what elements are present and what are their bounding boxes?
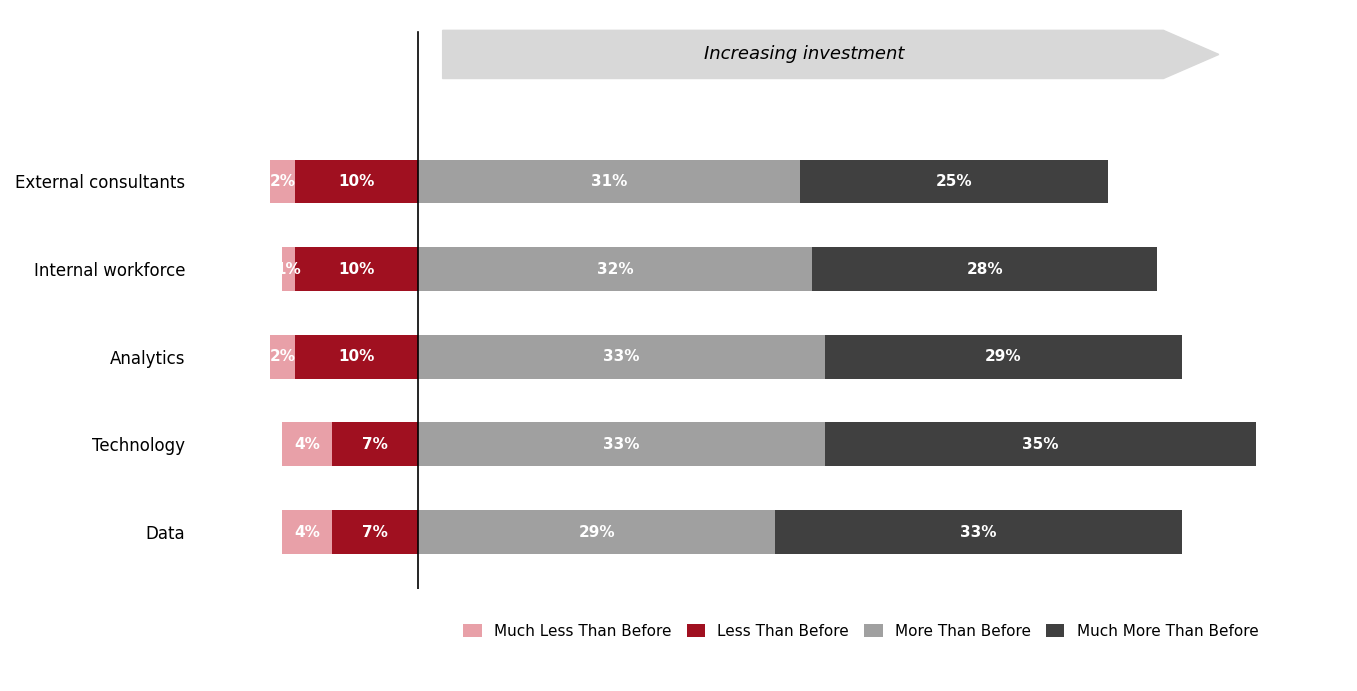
Bar: [825, 335, 1182, 379]
Legend: Much Less Than Before, Less Than Before, More Than Before, Much More Than Before: Much Less Than Before, Less Than Before,…: [463, 624, 1258, 638]
Bar: [294, 335, 418, 379]
Bar: [331, 510, 418, 554]
Text: 35%: 35%: [1022, 437, 1058, 452]
Text: 28%: 28%: [966, 262, 1003, 276]
Bar: [418, 510, 775, 554]
Text: 29%: 29%: [985, 349, 1022, 364]
Bar: [418, 335, 825, 379]
Text: 1%: 1%: [275, 262, 301, 276]
Bar: [282, 422, 331, 466]
Text: 25%: 25%: [935, 174, 972, 189]
Text: 2%: 2%: [270, 174, 296, 189]
Bar: [294, 160, 418, 203]
Bar: [294, 247, 418, 291]
Bar: [418, 422, 825, 466]
Bar: [813, 247, 1158, 291]
Text: 2%: 2%: [270, 349, 296, 364]
Bar: [418, 247, 813, 291]
Text: 4%: 4%: [294, 524, 320, 540]
Text: 29%: 29%: [578, 524, 615, 540]
Bar: [775, 510, 1182, 554]
Text: 4%: 4%: [294, 437, 320, 452]
Text: 7%: 7%: [362, 437, 388, 452]
Text: 10%: 10%: [338, 174, 375, 189]
Text: 33%: 33%: [961, 524, 997, 540]
Text: 33%: 33%: [603, 437, 639, 452]
Text: 10%: 10%: [338, 349, 375, 364]
Text: 32%: 32%: [597, 262, 634, 276]
FancyArrow shape: [442, 30, 1219, 79]
Text: 7%: 7%: [362, 524, 388, 540]
Bar: [331, 422, 418, 466]
Bar: [418, 160, 799, 203]
Text: 10%: 10%: [338, 262, 375, 276]
Bar: [799, 160, 1107, 203]
Bar: [270, 335, 294, 379]
Bar: [282, 510, 331, 554]
Bar: [270, 160, 294, 203]
Bar: [825, 422, 1255, 466]
Text: 31%: 31%: [590, 174, 627, 189]
Bar: [282, 247, 294, 291]
Text: 33%: 33%: [603, 349, 639, 364]
Text: Increasing investment: Increasing investment: [704, 46, 904, 64]
